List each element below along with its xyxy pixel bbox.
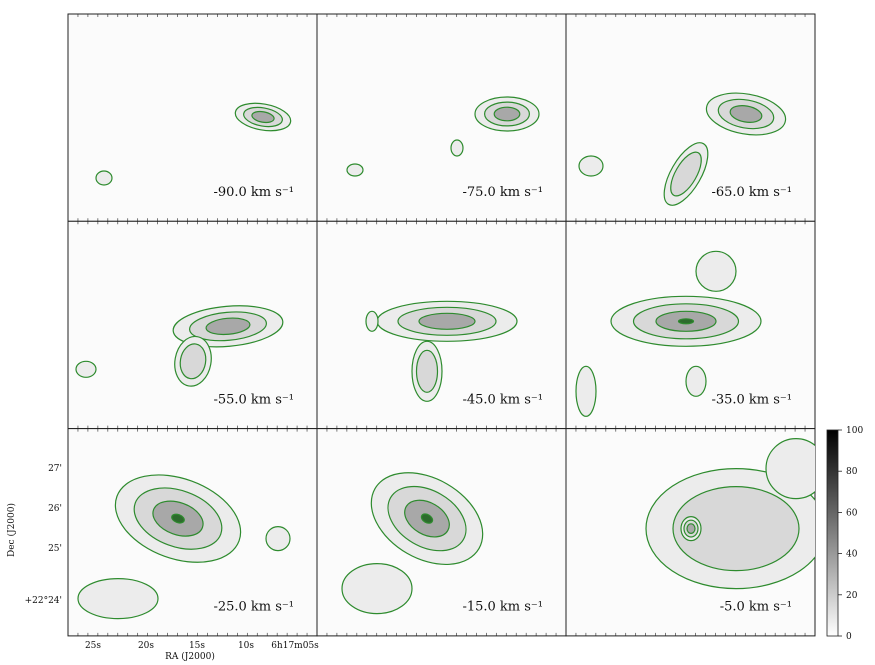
colorbar-tick-label: 80 — [846, 467, 858, 477]
contour — [686, 366, 706, 396]
x-tick-label: 20s — [138, 641, 154, 651]
contour — [494, 107, 520, 121]
channel-panel: -55.0 km s⁻¹ — [68, 221, 317, 428]
contour — [419, 313, 475, 329]
channel-panel: -25.0 km s⁻¹ — [68, 429, 317, 636]
channel-label: -35.0 km s⁻¹ — [711, 392, 792, 407]
channel-panel: -75.0 km s⁻¹ — [317, 14, 566, 221]
channel-label: -5.0 km s⁻¹ — [720, 600, 792, 615]
channel-panel: -5.0 km s⁻¹ — [566, 429, 826, 636]
contour — [266, 527, 290, 551]
channel-label: -55.0 km s⁻¹ — [213, 392, 294, 407]
colorbar-tick-label: 60 — [846, 508, 858, 518]
channel-panel: -15.0 km s⁻¹ — [317, 429, 566, 636]
contour — [347, 164, 363, 176]
x-tick-label: 15s — [189, 641, 205, 651]
x-tick-label: 10s — [238, 641, 254, 651]
channel-label: -15.0 km s⁻¹ — [462, 600, 543, 615]
colorbar-tick-label: 40 — [846, 550, 858, 560]
colorbar-tick-label: 100 — [846, 426, 863, 436]
contour — [579, 156, 603, 176]
y-tick-label: 25' — [48, 544, 62, 554]
contour — [342, 564, 412, 614]
contour — [78, 579, 158, 619]
channel-label: -65.0 km s⁻¹ — [711, 185, 792, 200]
y-tick-label: 27' — [48, 464, 62, 474]
x-tick-label: 25s — [85, 641, 101, 651]
colorbar — [827, 430, 838, 636]
channel-panel: -45.0 km s⁻¹ — [317, 221, 566, 428]
y-tick-label: 26' — [48, 504, 62, 514]
contour — [687, 524, 695, 534]
colorbar-tick-label: 20 — [846, 591, 858, 601]
contour — [96, 171, 112, 185]
contour — [451, 140, 463, 156]
channel-label: -90.0 km s⁻¹ — [213, 185, 294, 200]
channel-label: -75.0 km s⁻¹ — [462, 185, 543, 200]
x-tick-label: 6h17m05s — [271, 641, 319, 651]
x-axis-label: RA (J2000) — [165, 651, 215, 662]
contour — [696, 251, 736, 291]
channel-panel: -35.0 km s⁻¹ — [566, 221, 815, 428]
contour — [366, 311, 378, 331]
contour — [417, 350, 438, 392]
channel-label: -25.0 km s⁻¹ — [213, 600, 294, 615]
channel-label: -45.0 km s⁻¹ — [462, 392, 543, 407]
y-tick-label: +22°24' — [25, 596, 62, 606]
contour — [76, 361, 96, 377]
figure: -90.0 km s⁻¹ -75.0 km s⁻¹ -65.0 km s⁻¹ -55.… — [0, 0, 875, 665]
channel-panel: -65.0 km s⁻¹ — [566, 14, 815, 221]
contour — [679, 319, 694, 324]
contour — [576, 366, 596, 416]
colorbar-tick-label: 0 — [846, 632, 852, 642]
channel-panel: -90.0 km s⁻¹ — [68, 14, 317, 221]
y-axis-label: Dec (J2000) — [6, 503, 17, 557]
